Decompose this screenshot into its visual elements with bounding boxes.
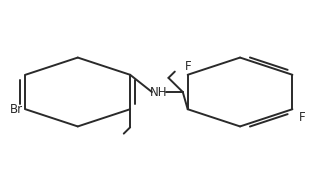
Text: Br: Br bbox=[10, 103, 23, 116]
Text: F: F bbox=[299, 111, 305, 124]
Text: F: F bbox=[184, 60, 191, 73]
Text: NH: NH bbox=[150, 86, 168, 98]
